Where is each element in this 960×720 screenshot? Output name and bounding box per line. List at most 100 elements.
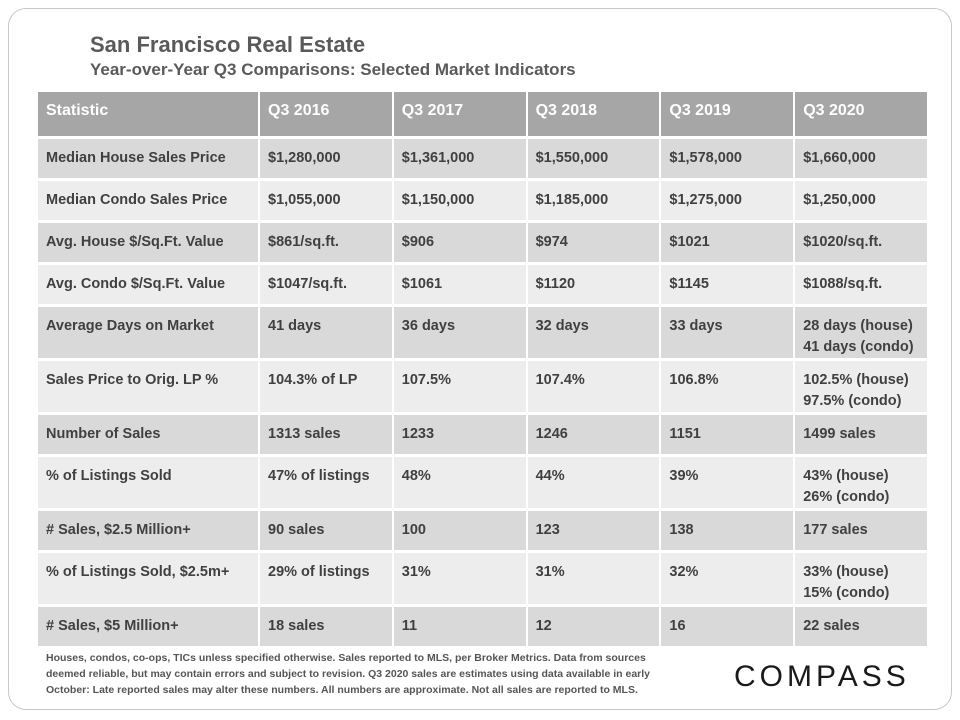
footnote: Houses, condos, co-ops, TICs unless spec… (46, 650, 726, 698)
cell-line: 43% (house) (803, 468, 889, 484)
value-cell: $1,660,000 (795, 139, 927, 181)
cell-line: 26% (condo) (803, 489, 890, 505)
row-label-cell: Number of Sales (38, 415, 258, 457)
value-cell: 22 sales (795, 607, 927, 649)
table-row: # Sales, $2.5 Million+ 90 sales 100 123 138 1… (38, 511, 927, 553)
value-cell: $1145 (661, 265, 794, 307)
row-label-cell: Avg. House $/Sq.Ft. Value (38, 223, 258, 265)
value-cell: $1,280,000 (260, 139, 392, 181)
footnote-line: deemed reliable, but may contain errors … (46, 668, 651, 680)
value-cell: 18 sales (260, 607, 392, 649)
value-cell: $1,550,000 (527, 139, 660, 181)
compass-logo: COMPASS (734, 660, 910, 693)
footnote-line: October: Late reported sales may alter t… (46, 684, 638, 696)
value-cell: 1499 sales (795, 415, 927, 457)
value-cell: 102.5% (house) 97.5% (condo) (795, 361, 927, 415)
row-label-cell: # Sales, $5 Million+ (38, 607, 258, 649)
value-cell: 33% (house) 15% (condo) (795, 553, 927, 607)
table-row: # Sales, $5 Million+ 18 sales 11 12 16 22 sal… (38, 607, 927, 649)
value-cell: 16 (661, 607, 794, 649)
value-cell: $1061 (393, 265, 526, 307)
row-label-cell: Average Days on Market (38, 307, 258, 361)
value-cell: 31% (393, 553, 526, 607)
value-cell: 1151 (661, 415, 794, 457)
value-cell: 12 (527, 607, 660, 649)
value-cell: 32% (661, 553, 794, 607)
value-cell: 41 days (260, 307, 392, 361)
value-cell: $974 (527, 223, 660, 265)
row-label-cell: % of Listings Sold, $2.5m+ (38, 553, 258, 607)
value-cell: 90 sales (260, 511, 392, 553)
value-cell: 1313 sales (260, 415, 392, 457)
value-cell: 47% of listings (260, 457, 392, 511)
column-header: Q3 2020 (795, 92, 927, 139)
value-cell: 11 (393, 607, 526, 649)
table-row: Average Days on Market 41 days 36 days 32 d… (38, 307, 927, 361)
value-cell: $1,055,000 (260, 181, 392, 223)
table-row: Median Condo Sales Price $1,055,000 $1,150… (38, 181, 927, 223)
row-label-cell: Median Condo Sales Price (38, 181, 258, 223)
row-label-cell: # Sales, $2.5 Million+ (38, 511, 258, 553)
value-cell: 177 sales (795, 511, 927, 553)
value-cell: 36 days (393, 307, 526, 361)
page-subtitle: Year-over-Year Q3 Comparisons: Selected … (90, 60, 576, 79)
value-cell: 28 days (house) 41 days (condo) (795, 307, 927, 361)
value-cell: $1,250,000 (795, 181, 927, 223)
table-row: Avg. Condo $/Sq.Ft. Value $1047/sq.ft. $10… (38, 265, 927, 307)
value-cell: 1246 (527, 415, 660, 457)
value-cell: $1021 (661, 223, 794, 265)
value-cell: 44% (527, 457, 660, 511)
page-title: San Francisco Real Estate (90, 32, 366, 57)
cell-line: 28 days (house) (803, 318, 913, 334)
value-cell: 33 days (661, 307, 794, 361)
value-cell: 123 (527, 511, 660, 553)
value-cell: 39% (661, 457, 794, 511)
column-header: Q3 2017 (393, 92, 526, 139)
value-cell: 138 (661, 511, 794, 553)
cell-line: 33% (house) (803, 564, 889, 580)
table-row: % of Listings Sold, $2.5m+ 29% of listing… (38, 553, 927, 607)
value-cell: $1,275,000 (661, 181, 794, 223)
value-cell: $906 (393, 223, 526, 265)
row-label-cell: Median House Sales Price (38, 139, 258, 181)
row-label-cell: % of Listings Sold (38, 457, 258, 511)
value-cell: 29% of listings (260, 553, 392, 607)
value-cell: 43% (house) 26% (condo) (795, 457, 927, 511)
value-cell: $1020/sq.ft. (795, 223, 927, 265)
cell-line: 102.5% (house) (803, 372, 909, 388)
value-cell: 48% (393, 457, 526, 511)
table-row: % of Listings Sold 47% of listings 48% 44% 3… (38, 457, 927, 511)
column-header: Q3 2019 (661, 92, 794, 139)
value-cell: $1,578,000 (661, 139, 794, 181)
value-cell: 107.5% (393, 361, 526, 415)
column-header: Q3 2016 (260, 92, 392, 139)
column-header: Statistic (38, 92, 258, 139)
market-indicators-table: Statistic Q3 2016 Q3 2017 Q3 2018 Q3 201… (36, 92, 929, 649)
value-cell: 106.8% (661, 361, 794, 415)
table-row: Median House Sales Price $1,280,000 $1,361… (38, 139, 927, 181)
value-cell: $861/sq.ft. (260, 223, 392, 265)
value-cell: 31% (527, 553, 660, 607)
cell-line: 15% (condo) (803, 585, 890, 601)
table-row: Avg. House $/Sq.Ft. Value $861/sq.ft. $906… (38, 223, 927, 265)
value-cell: $1,361,000 (393, 139, 526, 181)
table-row: Number of Sales 1313 sales 1233 1246 1151 149… (38, 415, 927, 457)
value-cell: $1088/sq.ft. (795, 265, 927, 307)
table-row: Sales Price to Orig. LP % 104.3% of LP 107… (38, 361, 927, 415)
value-cell: 1233 (393, 415, 526, 457)
value-cell: $1120 (527, 265, 660, 307)
column-header: Q3 2018 (527, 92, 660, 139)
value-cell: 107.4% (527, 361, 660, 415)
value-cell: $1,185,000 (527, 181, 660, 223)
value-cell: 32 days (527, 307, 660, 361)
cell-line: 97.5% (condo) (803, 393, 902, 409)
table-header-row: Statistic Q3 2016 Q3 2017 Q3 2018 Q3 201… (38, 92, 927, 139)
row-label-cell: Avg. Condo $/Sq.Ft. Value (38, 265, 258, 307)
footnote-line: Houses, condos, co-ops, TICs unless spec… (46, 652, 646, 664)
value-cell: $1047/sq.ft. (260, 265, 392, 307)
value-cell: 104.3% of LP (260, 361, 392, 415)
row-label-cell: Sales Price to Orig. LP % (38, 361, 258, 415)
cell-line: 41 days (condo) (803, 339, 914, 355)
value-cell: $1,150,000 (393, 181, 526, 223)
value-cell: 100 (393, 511, 526, 553)
